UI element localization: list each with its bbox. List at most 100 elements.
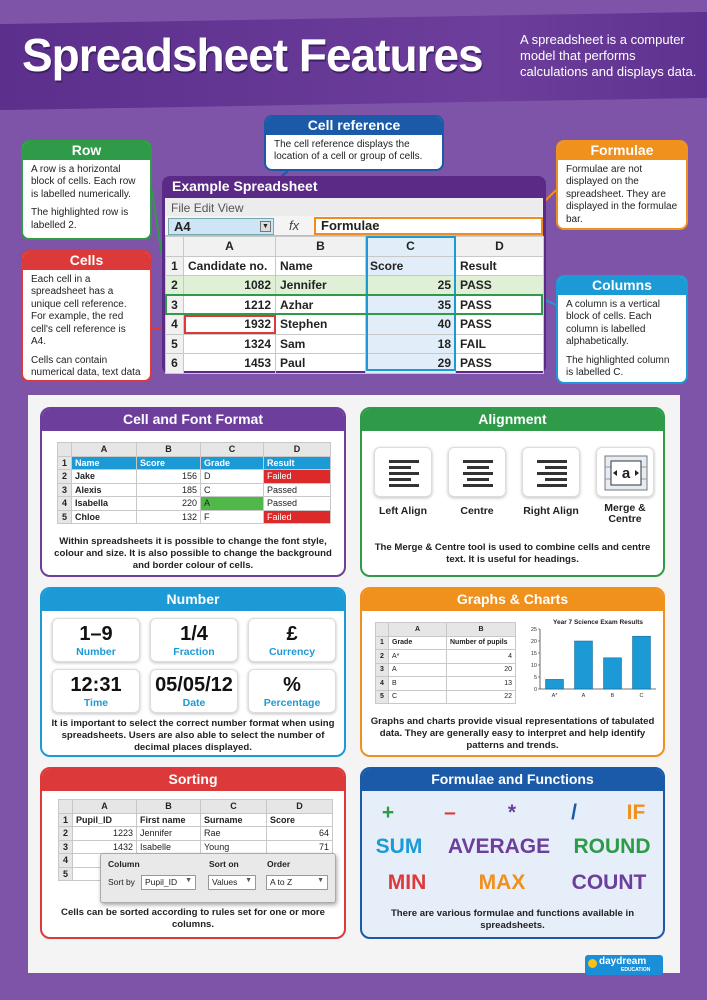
percentage-tile[interactable]: % Percentage	[248, 669, 336, 713]
cell[interactable]: Grade	[388, 635, 447, 650]
cell[interactable]: B	[388, 676, 447, 691]
time-tile[interactable]: 12:31 Time	[52, 669, 140, 713]
date-tile[interactable]: 05/05/12 Date	[150, 669, 238, 713]
row-number[interactable]: 6	[165, 353, 184, 374]
cell[interactable]: 20	[446, 662, 516, 677]
fraction-tile[interactable]: 1/4 Fraction	[150, 618, 238, 662]
row-number[interactable]: 5	[57, 509, 72, 524]
sort-order-select[interactable]: A to Z	[266, 875, 328, 890]
sort-on-select[interactable]: Values	[208, 875, 256, 890]
row-number[interactable]: 2	[58, 826, 73, 841]
failed-cell[interactable]: Failed	[263, 509, 331, 524]
row-number[interactable]: 4	[165, 314, 184, 335]
name-box[interactable]: A4 ▼	[168, 218, 274, 235]
corner-cell[interactable]	[165, 236, 184, 257]
cell[interactable]: 220	[136, 496, 201, 511]
corner-cell[interactable]	[58, 799, 73, 814]
cell[interactable]: Jennifer	[136, 826, 201, 841]
cell[interactable]: Young	[200, 839, 267, 854]
right-align-button[interactable]	[522, 447, 580, 497]
cell[interactable]: 4	[446, 649, 516, 664]
cell[interactable]: 1223	[72, 826, 137, 841]
cell[interactable]: FAIL	[455, 333, 544, 354]
cell[interactable]: PASS	[455, 314, 544, 335]
cell[interactable]: PASS	[455, 353, 544, 374]
selected-cell-a4[interactable]: 1932	[183, 314, 276, 335]
cell[interactable]: Score	[365, 255, 456, 276]
column-header-a[interactable]: A	[388, 622, 447, 637]
column-header-c[interactable]: C	[200, 799, 267, 814]
column-header-a[interactable]: A	[71, 442, 137, 457]
cell[interactable]: 13	[446, 676, 516, 691]
row-number[interactable]: 1	[58, 812, 73, 827]
cell[interactable]: Stephen	[275, 314, 366, 335]
column-header-b[interactable]: B	[275, 236, 366, 257]
centre-button[interactable]	[448, 447, 506, 497]
row-number[interactable]: 4	[57, 496, 72, 511]
menu-view[interactable]: View	[217, 201, 244, 215]
cell[interactable]: 1082	[183, 275, 276, 296]
cell[interactable]: Grade	[200, 455, 264, 470]
cell[interactable]: 64	[266, 826, 333, 841]
cell[interactable]: C	[388, 689, 447, 704]
cell[interactable]: 35	[365, 294, 456, 315]
row-number[interactable]: 3	[57, 482, 72, 497]
cell[interactable]: Name	[275, 255, 366, 276]
column-header-d[interactable]: D	[455, 236, 544, 257]
cell[interactable]: 1453	[183, 353, 276, 374]
cell[interactable]: Paul	[275, 353, 366, 374]
merge-centre-button[interactable]: a	[596, 447, 654, 497]
row-number[interactable]: 4	[375, 676, 389, 691]
cell[interactable]: 40	[365, 314, 456, 335]
cell[interactable]: F	[200, 509, 264, 524]
cell[interactable]: 22	[446, 689, 516, 704]
cell[interactable]: Jake	[71, 469, 137, 484]
cell[interactable]: 132	[136, 509, 201, 524]
formula-bar[interactable]: Formulae	[314, 217, 543, 235]
cell[interactable]: PASS	[455, 275, 544, 296]
cell[interactable]: Isabella	[71, 496, 137, 511]
column-header-a[interactable]: A	[183, 236, 276, 257]
corner-cell[interactable]	[375, 622, 389, 637]
menu-edit[interactable]: Edit	[193, 201, 215, 215]
row-number[interactable]: 3	[165, 294, 184, 315]
row-number[interactable]: 2	[375, 649, 389, 664]
row-number[interactable]: 3	[375, 662, 389, 677]
cell[interactable]: Name	[71, 455, 137, 470]
row-number[interactable]: 5	[58, 866, 73, 881]
cell[interactable]: Isabelle	[136, 839, 201, 854]
sort-column-select[interactable]: Pupil_ID	[141, 875, 196, 890]
cell[interactable]: 156	[136, 469, 201, 484]
cell[interactable]: Score	[266, 812, 333, 827]
cell[interactable]: Surname	[200, 812, 267, 827]
menu-file[interactable]: File	[171, 201, 191, 215]
cell[interactable]: 185	[136, 482, 201, 497]
cell[interactable]: Sam	[275, 333, 366, 354]
cell[interactable]: C	[200, 482, 264, 497]
cell[interactable]: Pupil_ID	[72, 812, 137, 827]
cell[interactable]: 18	[365, 333, 456, 354]
row-number[interactable]: 5	[165, 333, 184, 354]
cell[interactable]: 29	[365, 353, 456, 374]
grade-a-cell[interactable]: A	[200, 496, 264, 511]
cell[interactable]: Alexis	[71, 482, 137, 497]
column-header-b[interactable]: B	[446, 622, 516, 637]
row-number[interactable]: 1	[57, 455, 72, 470]
column-header-c[interactable]: C	[365, 236, 456, 257]
cell[interactable]: 25	[365, 275, 456, 296]
row-number[interactable]: 2	[165, 275, 184, 296]
cell[interactable]: Rae	[200, 826, 267, 841]
row-number[interactable]: 3	[58, 839, 73, 854]
left-align-button[interactable]	[374, 447, 432, 497]
row-number[interactable]: 2	[57, 469, 72, 484]
cell[interactable]: Passed	[263, 496, 331, 511]
column-header-b[interactable]: B	[136, 799, 201, 814]
cell[interactable]: A	[388, 662, 447, 677]
cell[interactable]: Jennifer	[275, 275, 366, 296]
column-header-d[interactable]: D	[263, 442, 331, 457]
corner-cell[interactable]	[57, 442, 72, 457]
cell[interactable]: D	[200, 469, 264, 484]
cell[interactable]: Result	[263, 455, 331, 470]
cell[interactable]: 1212	[183, 294, 276, 315]
cell[interactable]: Candidate no.	[183, 255, 276, 276]
